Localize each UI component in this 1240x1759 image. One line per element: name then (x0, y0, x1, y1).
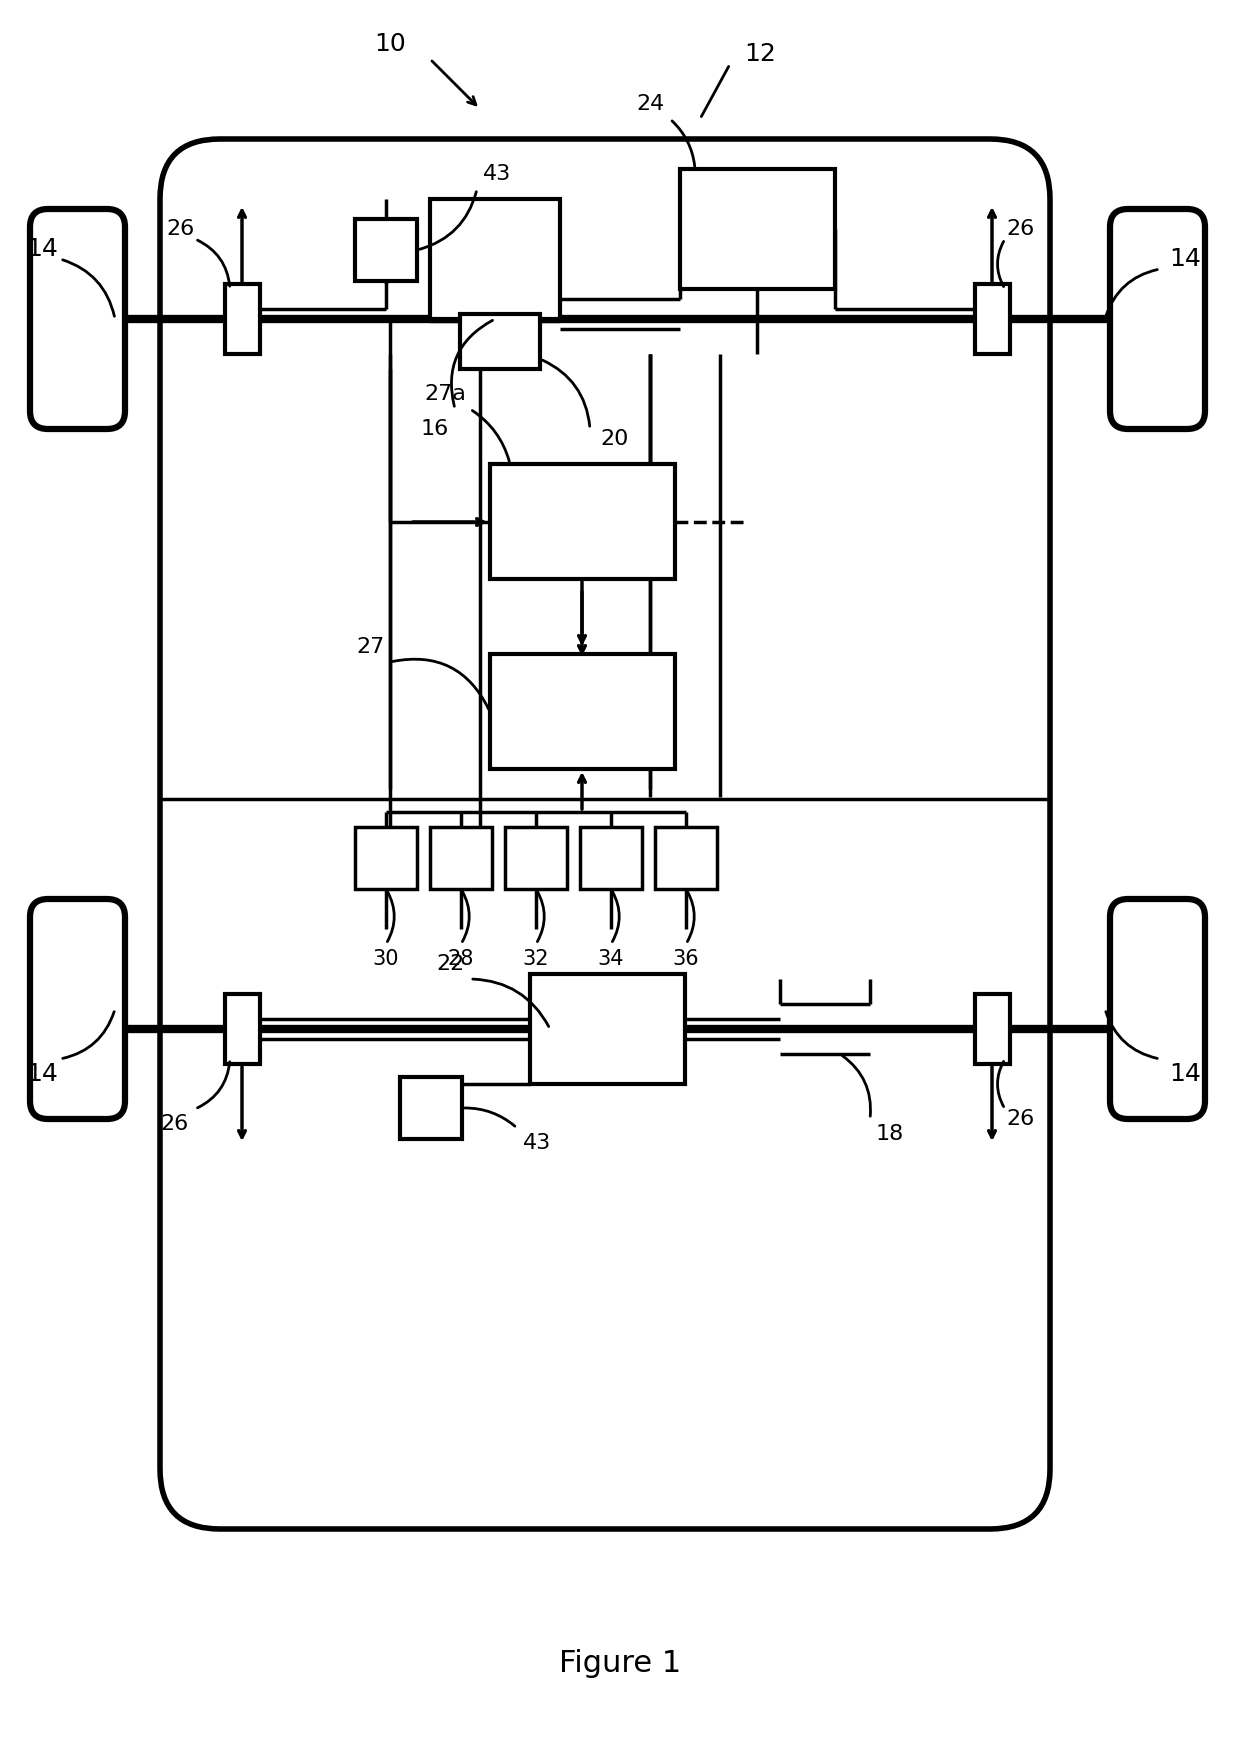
Text: 14: 14 (26, 237, 58, 260)
Text: 18: 18 (875, 1124, 904, 1143)
Bar (430, 199, 560, 318)
Bar (355, 220, 417, 281)
FancyBboxPatch shape (160, 139, 1050, 1529)
Bar (655, 827, 717, 888)
Text: 36: 36 (672, 950, 699, 969)
Bar (224, 283, 260, 354)
Text: 16: 16 (420, 419, 449, 440)
Bar (430, 827, 492, 888)
Bar (580, 827, 642, 888)
Text: 26: 26 (1006, 1108, 1034, 1129)
Text: 30: 30 (373, 950, 399, 969)
FancyBboxPatch shape (30, 899, 125, 1119)
Bar (224, 994, 260, 1064)
Text: 43: 43 (523, 1133, 551, 1152)
Text: 27a: 27a (424, 383, 466, 405)
Bar (529, 974, 684, 1084)
Text: 24: 24 (636, 93, 665, 114)
Text: 28: 28 (448, 950, 474, 969)
Text: 14: 14 (1169, 246, 1200, 271)
Bar (680, 169, 835, 288)
Bar (505, 827, 567, 888)
Text: 12: 12 (744, 42, 776, 67)
Text: 43: 43 (482, 164, 511, 185)
Bar (355, 827, 417, 888)
Text: 26: 26 (1006, 220, 1034, 239)
FancyBboxPatch shape (1110, 899, 1205, 1119)
FancyBboxPatch shape (30, 209, 125, 429)
Text: 20: 20 (601, 429, 629, 449)
Bar (975, 283, 1011, 354)
Text: Figure 1: Figure 1 (559, 1650, 681, 1678)
Text: 14: 14 (1169, 1062, 1200, 1085)
FancyBboxPatch shape (1110, 209, 1205, 429)
Text: 26: 26 (166, 220, 195, 239)
Text: 10: 10 (374, 32, 405, 56)
Text: 26: 26 (161, 1113, 190, 1135)
Bar (460, 315, 539, 369)
Bar (975, 994, 1011, 1064)
Text: 22: 22 (436, 953, 464, 974)
Bar (490, 654, 675, 769)
Text: 34: 34 (598, 950, 624, 969)
Text: 32: 32 (523, 950, 549, 969)
Bar (401, 1077, 463, 1140)
Text: 27: 27 (356, 637, 384, 658)
Text: 14: 14 (26, 1062, 58, 1085)
Bar (490, 464, 675, 579)
